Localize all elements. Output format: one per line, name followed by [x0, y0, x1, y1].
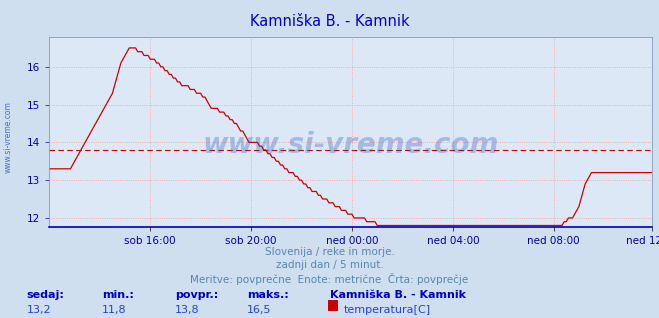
Text: Kamniška B. - Kamnik: Kamniška B. - Kamnik — [330, 290, 465, 300]
Text: Kamniška B. - Kamnik: Kamniška B. - Kamnik — [250, 14, 409, 29]
Text: sedaj:: sedaj: — [26, 290, 64, 300]
Text: zadnji dan / 5 minut.: zadnji dan / 5 minut. — [275, 260, 384, 270]
Text: Slovenija / reke in morje.: Slovenija / reke in morje. — [264, 247, 395, 257]
Text: 13,8: 13,8 — [175, 305, 199, 315]
Text: maks.:: maks.: — [247, 290, 289, 300]
Text: povpr.:: povpr.: — [175, 290, 218, 300]
Text: 13,2: 13,2 — [26, 305, 51, 315]
Text: min.:: min.: — [102, 290, 134, 300]
Text: temperatura[C]: temperatura[C] — [344, 305, 431, 315]
Text: www.si-vreme.com: www.si-vreme.com — [203, 131, 499, 159]
Text: 16,5: 16,5 — [247, 305, 272, 315]
Text: www.si-vreme.com: www.si-vreme.com — [3, 101, 13, 173]
Text: 11,8: 11,8 — [102, 305, 127, 315]
Text: Meritve: povprečne  Enote: metrične  Črta: povprečje: Meritve: povprečne Enote: metrične Črta:… — [190, 273, 469, 285]
